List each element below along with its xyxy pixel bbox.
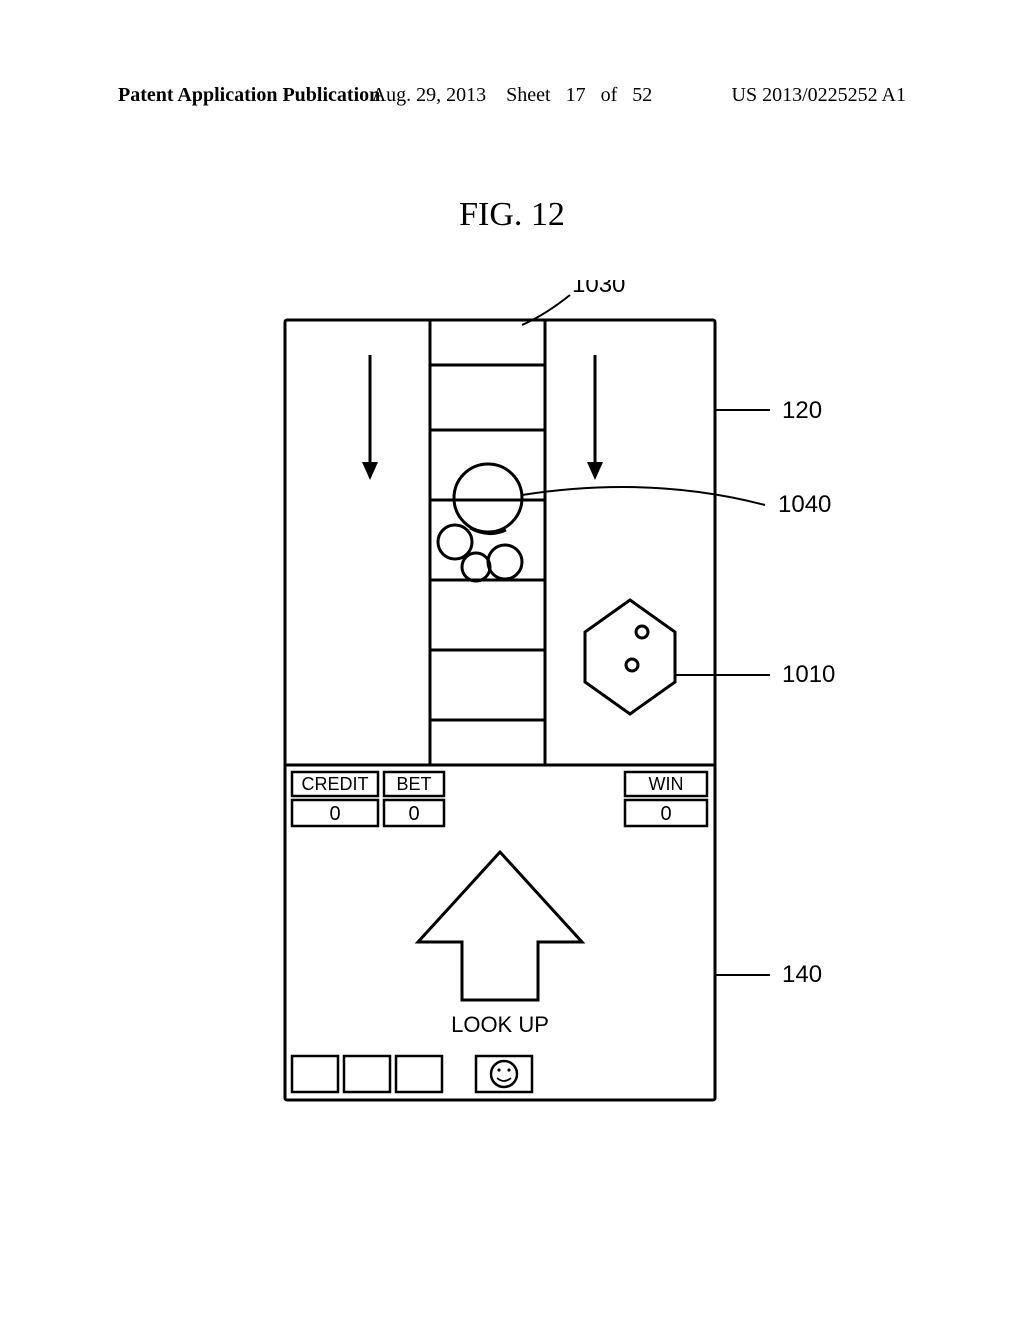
- callout-120: 120: [782, 397, 822, 424]
- smiley-mouth: [497, 1078, 511, 1081]
- lookup-arrow-icon: [418, 852, 582, 1000]
- callout-1030: 1030: [572, 280, 625, 298]
- smiley-icon: [497, 1068, 510, 1071]
- figure-diagram: CREDIT 0 BET 0 WIN 0 LOOK UP 1: [170, 280, 880, 1180]
- header-sheet-num: 17: [566, 84, 586, 106]
- callout-1010: 1010: [782, 661, 835, 688]
- bet-value: 0: [408, 803, 419, 825]
- header-sheet-total: 52: [632, 84, 652, 106]
- lookup-label: LOOK UP: [451, 1012, 549, 1037]
- callout-1040: 1040: [778, 491, 831, 518]
- callout-140: 140: [782, 961, 822, 988]
- die-icon: [585, 600, 675, 714]
- button-row: [292, 1056, 532, 1092]
- win-value: 0: [660, 803, 671, 825]
- header-pubnum: US 2013/0225252 A1: [732, 84, 906, 107]
- header-sheet-prefix: Sheet: [506, 84, 550, 106]
- scroll-arrowhead-left: [362, 462, 378, 480]
- header-publication: Patent Application Publication: [118, 84, 380, 107]
- bet-label: BET: [396, 774, 431, 794]
- header-sheet-of: of: [601, 84, 618, 106]
- win-label: WIN: [649, 774, 684, 794]
- header-date: Aug. 29, 2013: [372, 84, 486, 106]
- reel-strip: [430, 320, 545, 765]
- figure-title: FIG. 12: [459, 196, 565, 234]
- page-header: Patent Application Publication Aug. 29, …: [0, 84, 1024, 107]
- scroll-arrowhead-right: [587, 462, 603, 480]
- credit-label: CREDIT: [302, 774, 369, 794]
- credit-value: 0: [329, 803, 340, 825]
- device-frame: [285, 320, 715, 1100]
- header-center: Aug. 29, 2013 Sheet 17 of 52: [372, 84, 653, 107]
- character-icon: [438, 464, 522, 581]
